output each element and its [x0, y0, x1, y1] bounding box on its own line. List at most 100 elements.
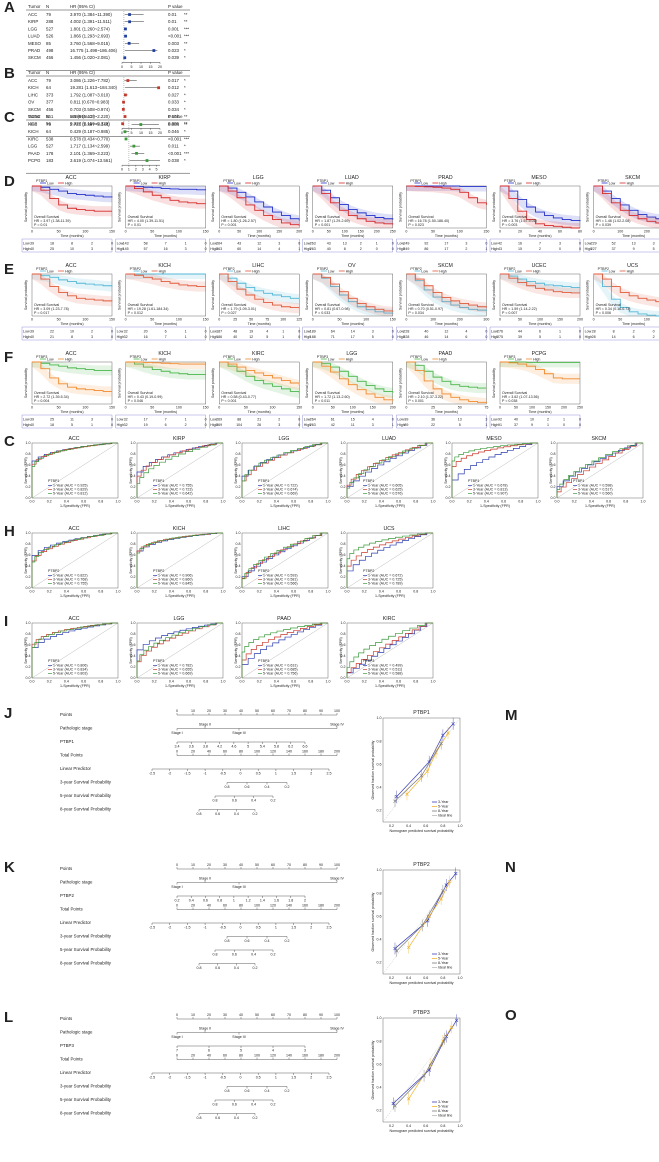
km-xtick: 80 [578, 230, 582, 234]
x-axis-label: Nomogram predicted survival probability [389, 1129, 453, 1133]
total-points-tick: 180 [318, 750, 324, 754]
risk-low-count: 2 [278, 418, 280, 422]
risk-high-count: 39 [518, 335, 522, 339]
x-axis-label: Time (months) [248, 322, 271, 326]
nomogram-row-label: Points [60, 712, 73, 717]
forest-p: 0.023 [168, 48, 180, 53]
forest-tick: 5 [131, 131, 133, 135]
km-legend: High [252, 270, 259, 274]
y-axis-label: Survival probability [492, 368, 496, 398]
total-points-tick: 80 [239, 1054, 243, 1058]
risk-low-count: 6 [165, 330, 167, 334]
roc-xtick: 0.8 [413, 680, 418, 684]
forest-hr: 3.086 (1.226~7.782) [70, 78, 110, 83]
km-hr: HR = 0.81 (0.67-0.98) [315, 307, 350, 311]
forest-tick: 15 [149, 65, 153, 69]
roc-curve-1yr [241, 622, 328, 678]
forest-sig: * [184, 92, 186, 97]
risk-low-count: 276 [497, 330, 503, 334]
risk-low-count: 12 [444, 330, 448, 334]
km-xtick: 200 [390, 406, 396, 410]
risk-high-count: 188 [310, 335, 316, 339]
forest-hr: 1.801 (1.260~2.574) [70, 26, 110, 31]
km-xtick: 0 [593, 318, 595, 322]
roc-curve-3yr [346, 442, 433, 498]
risk-high-count: 0 [579, 423, 581, 427]
roc-title: MESO [486, 436, 501, 442]
forest-tick: 3 [142, 168, 144, 172]
risk-high-count: 37 [514, 423, 518, 427]
calibration-xtick: 0.6 [423, 824, 428, 828]
calibration-line [393, 1020, 457, 1104]
roc-ytick: 0.4 [26, 564, 31, 568]
x-axis-label: Time (months) [154, 410, 177, 414]
risk-table [302, 414, 393, 429]
roc-title: SKCM [592, 436, 607, 442]
roc-auc-legend: 5-Year (AUC = 0.755) [53, 582, 88, 586]
km-annotation: Overall Survival [502, 391, 527, 395]
roc-ytick: 1.0 [236, 441, 241, 445]
forest-header: N [46, 70, 49, 75]
risk-high-count: 269 [216, 423, 222, 427]
low-curve [406, 361, 487, 389]
km-xtick: 100 [529, 406, 535, 410]
km-xtick: 75 [265, 318, 269, 322]
panel-letter: N [505, 859, 516, 876]
risk-high-count: 5 [71, 423, 73, 427]
high-curve-ci-band [125, 274, 206, 292]
forest-hr: 1.586 (1.137~2.220) [70, 114, 110, 119]
risk-high-count: 1 [185, 335, 187, 339]
high-curve-ci-band [219, 186, 300, 228]
roc-auc-legend: 1-Year (AUC = 0.672) [368, 574, 403, 578]
km-p: P = 0.006 [596, 311, 611, 315]
nomogram-row-label: Total Points [60, 907, 84, 912]
panel-letter: A [4, 0, 15, 16]
risk-high-count: 6 [165, 423, 167, 427]
forest-sig: * [184, 100, 186, 105]
survival-5yr-tick: 0.6 [232, 953, 237, 957]
total-points-tick: 60 [223, 750, 227, 754]
calibration-legend: 5-Year [438, 805, 449, 809]
km-hr: HR = 1.87 (1.29-2.69) [315, 219, 350, 223]
risk-low-count: 0 [205, 418, 207, 422]
total-points-tick: 100 [254, 750, 260, 754]
gene-tick: 5 [247, 745, 249, 749]
high-curve [406, 185, 487, 205]
km-annotation: Overall Survival [502, 215, 527, 219]
forest-p: 0.033 [168, 100, 180, 105]
risk-low-count: 264 [216, 242, 222, 246]
plot-frame [31, 185, 113, 229]
km-p: P = 0.003 [502, 223, 517, 227]
km-xtick: 100 [176, 318, 182, 322]
high-curve [219, 273, 300, 309]
roc-xtick: 0.6 [81, 500, 86, 504]
forest-p: 0.046 [168, 129, 180, 134]
survival-3yr-tick: 0.4 [265, 785, 270, 789]
x-axis-label: 1-Specificity (FPR) [270, 684, 300, 688]
risk-high-count: 16 [164, 247, 168, 251]
km-p: P = 0.001 [221, 223, 236, 227]
roc-auc-legend: 1-Year (AUC = 0.822) [53, 574, 88, 578]
plot-frame [382, 1017, 461, 1123]
roc-ytick: 1.0 [131, 441, 136, 445]
calibration-ytick: 1.0 [377, 1016, 382, 1020]
km-xtick: 50 [327, 230, 331, 234]
roc-title: UCS [384, 526, 395, 532]
low-curve [500, 185, 581, 222]
risk-low-count: 189 [310, 330, 316, 334]
km-xtick: 50 [57, 230, 61, 234]
roc-ytick: 0.0 [236, 496, 241, 500]
km-gene: PTBP2 [223, 267, 234, 271]
km-xtick: 100 [537, 318, 543, 322]
forest-p: 0.034 [168, 107, 180, 112]
y-axis-label: Survival probability [586, 280, 590, 310]
y-axis-label: Survival probability [24, 280, 28, 310]
risk-high-count: 2 [465, 247, 467, 251]
linear-predictor-tick: -1 [203, 1076, 206, 1080]
total-points-tick: 0 [176, 750, 178, 754]
stage-label: Stage IV [330, 1027, 344, 1031]
y-axis-label: Sensitivity (TPR) [339, 547, 343, 574]
